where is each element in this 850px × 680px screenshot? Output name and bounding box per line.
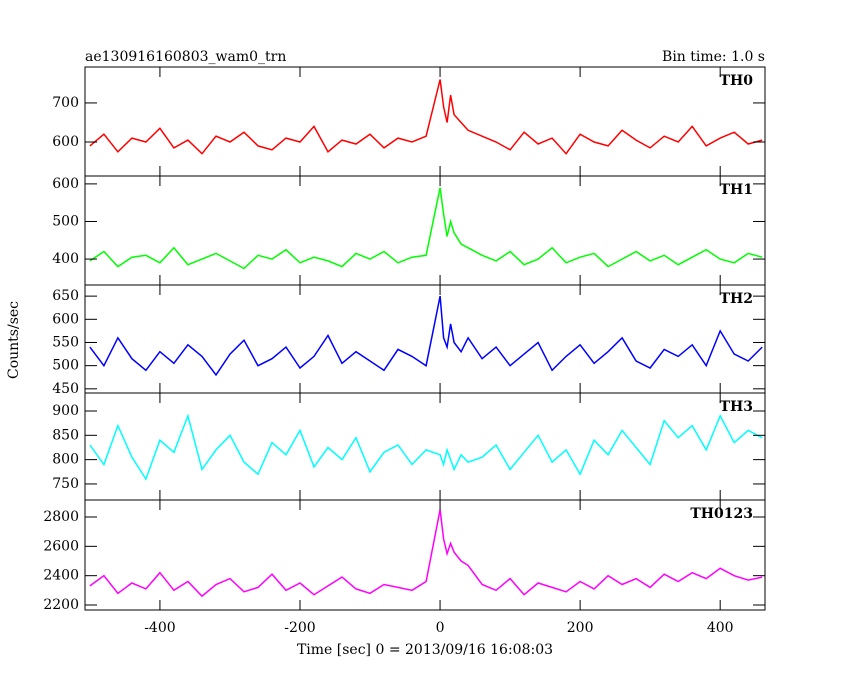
chart-title: ae130916160803_wam0_trn xyxy=(85,49,286,65)
panel-label: TH3 xyxy=(720,399,753,415)
y-tick-label: 2800 xyxy=(43,509,79,525)
series-line xyxy=(89,295,763,377)
series-line xyxy=(89,413,763,481)
panel-frame xyxy=(84,66,766,177)
y-tick-label: 900 xyxy=(52,403,79,419)
series-line xyxy=(89,79,763,155)
y-axis-label: Counts/sec xyxy=(6,301,22,379)
y-tick-label: 600 xyxy=(52,176,79,192)
y-tick-label: 550 xyxy=(52,334,79,350)
x-tick-label: -200 xyxy=(284,620,315,636)
series-line xyxy=(89,509,763,598)
y-tick-label: 500 xyxy=(52,358,79,374)
panel-label: TH2 xyxy=(720,291,753,307)
panel-label: TH1 xyxy=(720,182,753,198)
y-tick-label: 2600 xyxy=(43,538,79,554)
y-tick-label: 400 xyxy=(52,251,79,267)
panel-label: TH0 xyxy=(720,73,754,89)
y-tick-label: 700 xyxy=(52,95,79,111)
x-tick-label: -400 xyxy=(144,620,175,636)
y-tick-label: 650 xyxy=(52,288,79,304)
x-tick-label: 200 xyxy=(567,620,594,636)
chart-subtitle: Bin time: 1.0 s xyxy=(662,49,765,65)
y-tick-label: 2200 xyxy=(43,597,79,613)
x-tick-label: 0 xyxy=(436,620,445,636)
panel-label: TH0123 xyxy=(690,506,753,522)
panel-frame xyxy=(84,284,766,394)
y-tick-label: 500 xyxy=(52,213,79,229)
series-line xyxy=(89,187,763,270)
y-tick-label: 600 xyxy=(52,134,79,150)
y-tick-label: 800 xyxy=(52,452,79,468)
panel-frame xyxy=(84,392,766,501)
y-tick-label: 600 xyxy=(52,311,79,327)
x-tick-label: 400 xyxy=(707,620,734,636)
y-tick-label: 850 xyxy=(52,427,79,443)
y-tick-label: 750 xyxy=(52,476,79,492)
x-axis-label: Time [sec] 0 = 2013/09/16 16:08:03 xyxy=(297,642,553,658)
y-tick-label: 450 xyxy=(52,381,79,397)
y-tick-label: 2400 xyxy=(43,568,79,584)
panel-frame xyxy=(84,499,766,611)
panel-frame xyxy=(84,175,766,286)
